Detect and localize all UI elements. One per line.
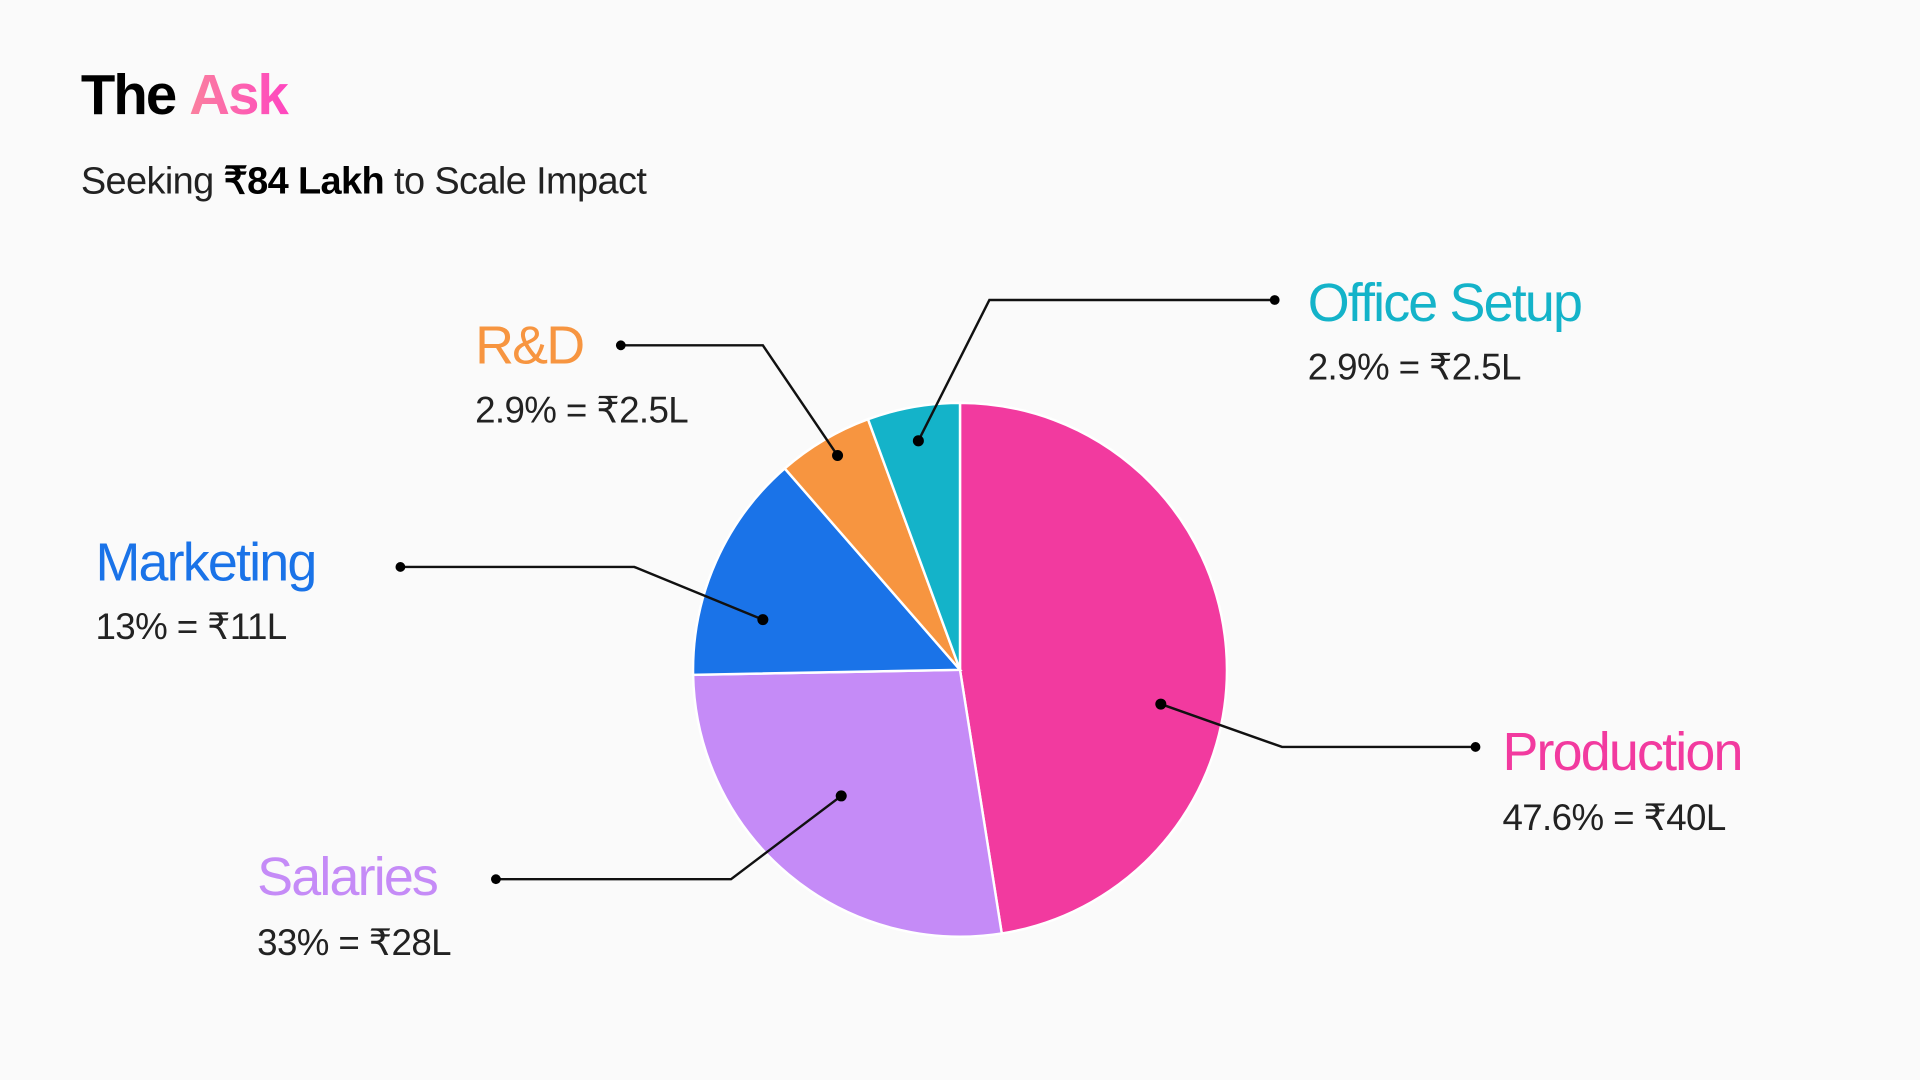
value-production: 47.6% = ₹40L [1502, 797, 1725, 838]
leader-office-setup [912, 295, 1280, 447]
value-office-setup: 2.9% = ₹2.5L [1308, 347, 1521, 388]
subtitle-pre: Seeking [81, 160, 224, 202]
pie-slice-salaries [691, 668, 1004, 938]
leader-production [1155, 698, 1481, 752]
pie-slice-office-setup [866, 401, 962, 671]
leader-marketing [395, 562, 769, 626]
label-salaries: Salaries [257, 847, 437, 907]
pie-chart [691, 401, 1229, 938]
subtitle-post: to Scale Impact [384, 160, 647, 202]
label-production: Production [1502, 722, 1741, 782]
label-rnd: R&D [475, 316, 583, 376]
title-ask: Ask [189, 63, 289, 126]
leader-salaries [491, 790, 847, 885]
value-rnd: 2.9% = ₹2.5L [475, 389, 688, 430]
subtitle-amount: ₹84 Lakh [224, 160, 385, 202]
title-the: The [81, 63, 176, 126]
pie-slice-production [958, 401, 1229, 935]
value-marketing: 13% = ₹11L [96, 606, 287, 647]
subtitle: Seeking ₹84 Lakh to Scale Impact [81, 160, 648, 202]
value-salaries: 33% = ₹28L [257, 922, 451, 963]
slide-title: The Ask [81, 63, 290, 126]
label-office-setup: Office Setup [1308, 273, 1581, 333]
label-marketing: Marketing [96, 532, 316, 592]
leader-rnd [615, 340, 844, 462]
